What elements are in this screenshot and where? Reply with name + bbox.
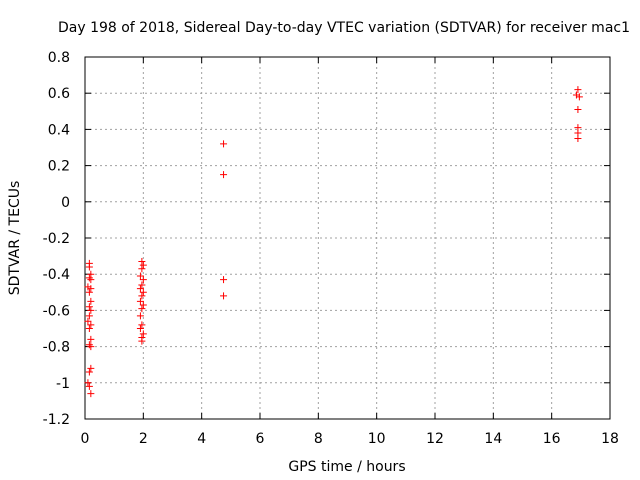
data-point <box>87 364 95 372</box>
data-point <box>138 321 146 329</box>
x-tick-label: 10 <box>368 431 386 447</box>
y-tick-label: -0.8 <box>43 340 70 356</box>
data-point <box>85 341 93 349</box>
data-point <box>87 335 95 343</box>
data-point <box>87 321 95 329</box>
data-point <box>85 263 93 271</box>
data-point <box>139 330 147 338</box>
x-axis-label: GPS time / hours <box>288 459 405 475</box>
data-point <box>572 91 580 99</box>
data-point <box>84 317 92 325</box>
data-point <box>84 283 92 291</box>
y-tick-label: 0.8 <box>48 50 70 66</box>
x-tick-label: 16 <box>543 431 561 447</box>
data-point <box>87 306 95 314</box>
data-point <box>136 272 144 280</box>
data-point <box>85 312 93 320</box>
x-tick-label: 18 <box>601 431 619 447</box>
data-point <box>138 265 146 273</box>
data-point <box>85 325 93 332</box>
chart-title: Day 198 of 2018, Sidereal Day-to-day VTE… <box>58 20 630 36</box>
data-point <box>136 312 144 320</box>
y-axis-label: SDTVAR / TECUs <box>7 181 23 296</box>
data-point <box>574 134 582 142</box>
data-point <box>87 390 95 398</box>
x-tick-label: 6 <box>256 431 265 447</box>
data-point <box>87 297 95 305</box>
y-tick-label: 0 <box>61 195 70 211</box>
data-point <box>136 297 144 305</box>
data-point <box>574 86 582 94</box>
x-tick-label: 0 <box>81 431 90 447</box>
data-point <box>220 292 228 300</box>
data-point <box>85 274 93 282</box>
data-points <box>84 86 583 398</box>
data-point <box>87 276 95 284</box>
y-tick-label: -0.6 <box>43 303 70 319</box>
y-tick-label: -1.2 <box>43 412 70 428</box>
data-point <box>220 276 228 284</box>
grid <box>85 57 610 419</box>
x-tick-labels: 0 2 4 6 8 10 12 14 16 18 <box>81 431 619 447</box>
x-tick-label: 2 <box>139 431 148 447</box>
data-point <box>85 303 93 311</box>
y-tick-label: -0.4 <box>43 267 70 283</box>
data-point <box>138 292 146 300</box>
data-point <box>575 93 583 101</box>
y-tick-label: 0.2 <box>48 159 70 175</box>
data-point <box>84 379 92 387</box>
y-tick-label: -1 <box>56 376 70 392</box>
data-point <box>87 285 95 293</box>
x-tick-label: 4 <box>197 431 206 447</box>
data-point <box>139 288 147 296</box>
x-tick-label: 14 <box>484 431 502 447</box>
data-point <box>136 285 144 293</box>
data-point <box>139 276 147 284</box>
data-point <box>138 337 146 345</box>
data-point <box>574 105 582 113</box>
data-point <box>220 140 228 148</box>
data-point <box>139 261 147 269</box>
data-point <box>85 368 93 376</box>
x-tick-label: 8 <box>314 431 323 447</box>
data-point <box>138 305 146 313</box>
data-point <box>87 343 95 351</box>
y-tick-label: 0.6 <box>48 86 70 102</box>
data-point <box>85 288 93 296</box>
data-point <box>138 281 146 289</box>
data-point <box>136 325 144 332</box>
data-point <box>220 171 228 179</box>
data-point <box>85 382 93 390</box>
y-tick-label: -0.2 <box>43 231 70 247</box>
y-tick-labels: -1.2 -1 -0.8 -0.6 -0.4 -0.2 0 0.2 0.4 0.6 0.8 <box>43 50 70 428</box>
x-tick-label: 12 <box>426 431 444 447</box>
data-point <box>139 301 147 309</box>
y-tick-label: 0.4 <box>48 122 70 138</box>
data-point <box>138 258 146 266</box>
